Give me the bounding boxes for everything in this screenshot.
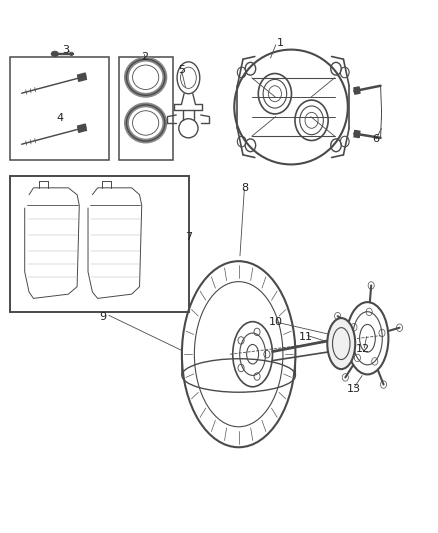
Bar — [11, 56, 109, 160]
Text: 9: 9 — [100, 312, 107, 322]
Text: 6: 6 — [373, 134, 380, 144]
Text: 7: 7 — [185, 232, 192, 243]
Bar — [11, 176, 189, 312]
Text: 13: 13 — [346, 384, 360, 394]
Polygon shape — [354, 131, 360, 138]
Bar — [119, 56, 173, 160]
Polygon shape — [78, 124, 86, 132]
Text: 1: 1 — [277, 38, 284, 48]
Text: 12: 12 — [356, 344, 370, 354]
Polygon shape — [78, 73, 86, 82]
Ellipse shape — [327, 318, 355, 369]
Text: 4: 4 — [56, 112, 63, 123]
Polygon shape — [354, 87, 360, 94]
Text: 8: 8 — [242, 183, 249, 193]
Text: 10: 10 — [269, 317, 283, 327]
Text: 3: 3 — [62, 45, 69, 54]
Text: 11: 11 — [299, 332, 313, 342]
Text: 5: 5 — [178, 65, 185, 75]
Ellipse shape — [51, 51, 58, 56]
Text: 2: 2 — [141, 52, 148, 61]
